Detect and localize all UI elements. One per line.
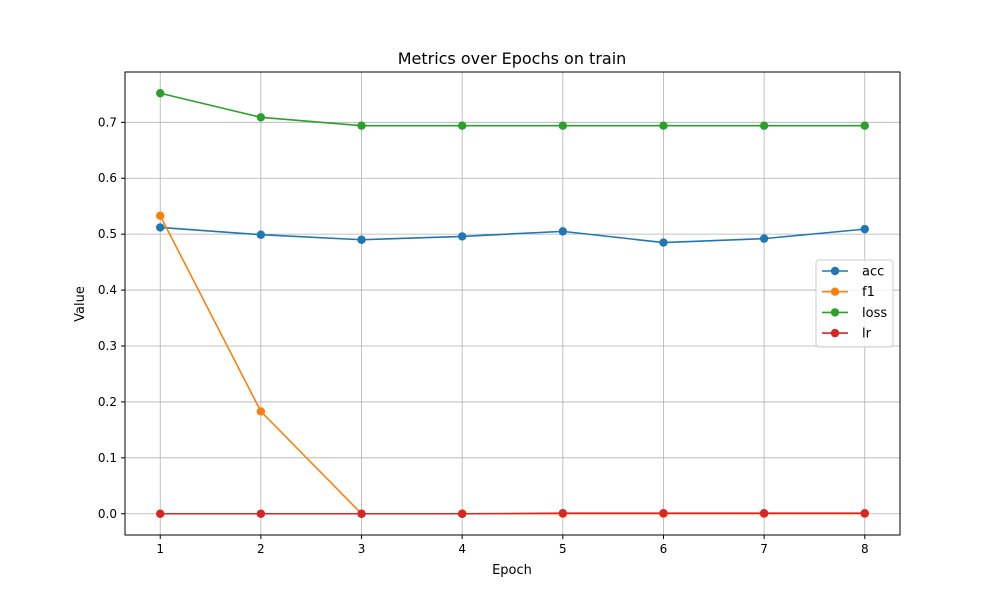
legend-label: loss <box>862 306 887 321</box>
series-f1 <box>156 211 869 518</box>
data-point-lr <box>256 509 266 518</box>
legend-label: acc <box>862 265 884 280</box>
y-tick-label: 0.0 <box>98 507 117 521</box>
y-axis-label: Value <box>73 286 88 322</box>
series-layer <box>156 89 869 518</box>
data-point-acc <box>759 234 769 243</box>
x-tick-label: 3 <box>358 542 366 556</box>
legend: acc f1 loss lr <box>815 259 894 348</box>
legend-item-lr: lr <box>822 327 872 342</box>
data-point-lr <box>357 509 366 518</box>
x-tick-label: 8 <box>861 542 869 556</box>
y-tick-label: 0.4 <box>98 283 117 297</box>
legend-frame <box>815 259 894 348</box>
legend-swatch-marker <box>830 328 840 338</box>
y-tick-label: 0.1 <box>98 451 117 465</box>
data-point-lr <box>659 508 668 518</box>
data-point-lr <box>156 509 165 518</box>
x-axis-label: Epoch <box>492 563 532 578</box>
x-tick-label: 2 <box>257 542 265 556</box>
grid <box>125 72 900 535</box>
data-point-loss <box>357 121 366 130</box>
data-point-loss <box>256 113 266 122</box>
series-line-lr <box>160 512 865 515</box>
series-line-f1 <box>159 215 865 515</box>
x-tick-label: 1 <box>156 542 164 556</box>
data-point-acc <box>860 224 869 234</box>
y-tick-label: 0.2 <box>98 395 117 409</box>
x-tick-label: 4 <box>458 542 466 556</box>
data-point-f1 <box>256 407 266 416</box>
data-point-f1 <box>156 211 165 220</box>
y-tick-label: 0.5 <box>98 227 117 241</box>
x-tick-label: 6 <box>660 542 668 556</box>
legend-item-acc: acc <box>822 265 884 280</box>
data-point-loss <box>156 89 165 98</box>
legend-swatch-marker <box>830 266 840 276</box>
y-tick-label: 0.3 <box>98 339 117 353</box>
y-tick-label: 0.6 <box>98 171 117 185</box>
series-lr <box>156 508 869 518</box>
legend-label: f1 <box>862 285 875 300</box>
data-point-acc <box>558 227 568 236</box>
data-point-lr <box>759 508 769 518</box>
series-loss <box>156 89 869 130</box>
series-acc <box>156 223 869 247</box>
chart-title: Metrics over Epochs on train <box>398 49 627 68</box>
data-point-lr <box>457 509 467 518</box>
legend-swatch-marker <box>830 308 840 317</box>
data-point-acc <box>659 238 668 247</box>
legend-swatch-marker <box>830 287 840 296</box>
plot-area-frame <box>124 71 901 536</box>
legend-item-loss: loss <box>822 306 887 321</box>
data-point-loss <box>457 121 467 130</box>
data-point-acc <box>156 223 165 232</box>
series-line-loss <box>160 92 865 127</box>
x-tick-label: 5 <box>559 542 567 556</box>
data-point-lr <box>558 508 568 518</box>
data-point-lr <box>860 508 869 518</box>
legend-label: lr <box>862 327 872 342</box>
data-point-acc <box>256 230 266 239</box>
data-point-acc <box>457 232 467 241</box>
series-line-acc <box>160 226 865 244</box>
x-tick-label: 7 <box>760 542 768 556</box>
data-point-loss <box>759 121 769 130</box>
data-point-loss <box>860 121 869 130</box>
data-point-acc <box>357 235 366 244</box>
axis-ticks: 1 2 3 4 5 6 7 8 0.0 0.1 0.2 0.3 0.4 0.5 0.6 0.7 <box>98 115 869 556</box>
y-tick-label: 0.7 <box>98 115 117 129</box>
data-point-loss <box>558 121 568 130</box>
legend-item-f1: f1 <box>822 285 875 300</box>
data-point-loss <box>659 121 668 130</box>
